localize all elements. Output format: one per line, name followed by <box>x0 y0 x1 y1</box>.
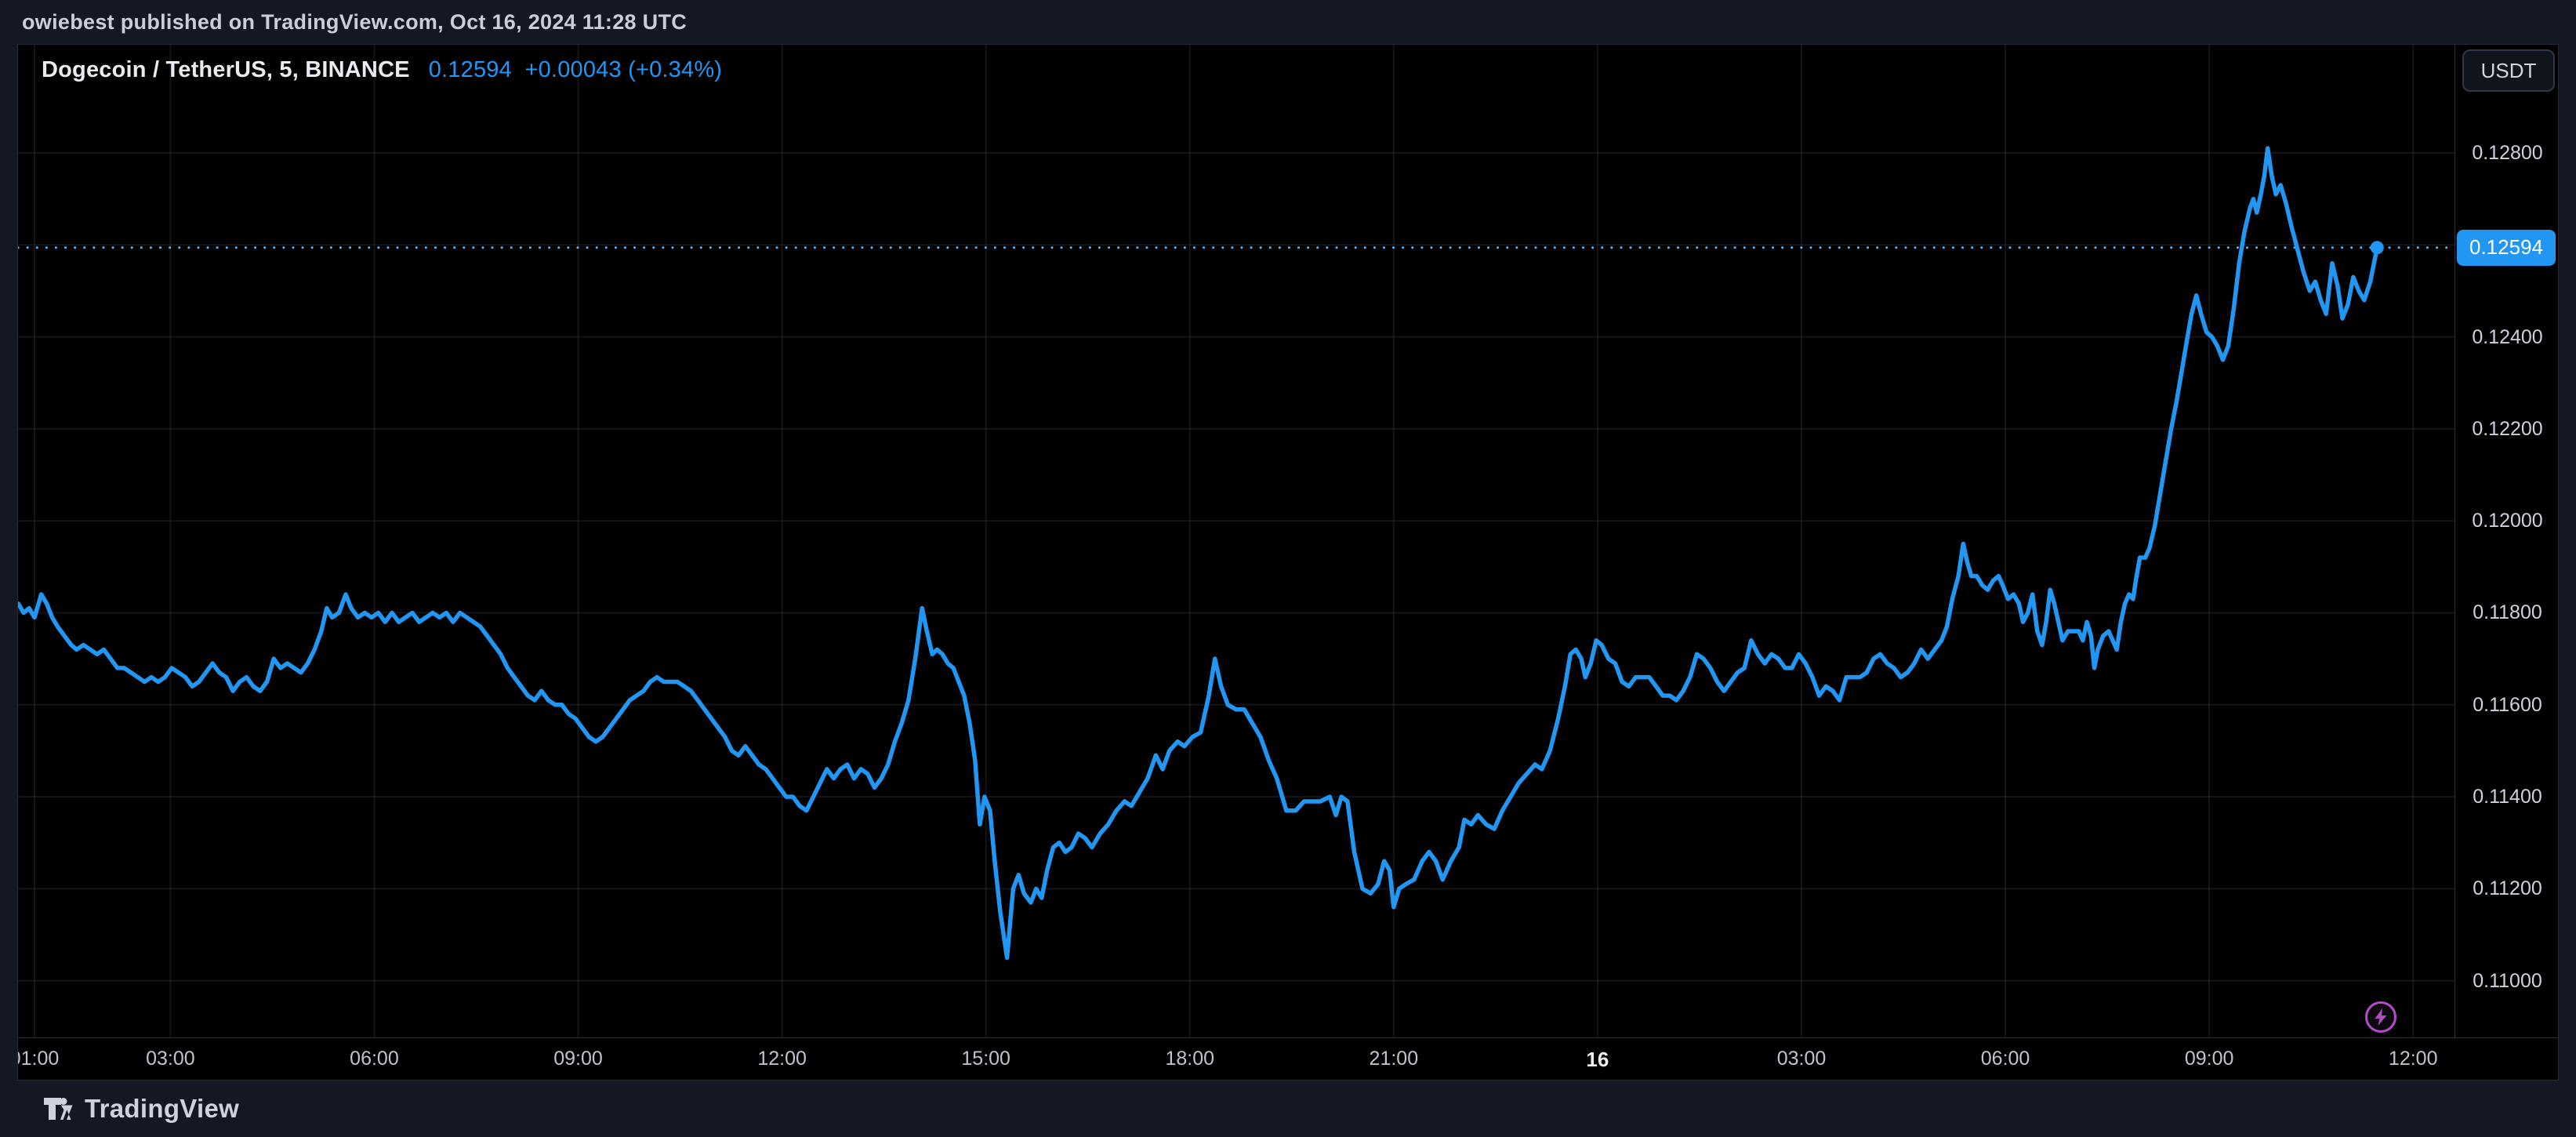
time-axis-label: 03:00 <box>146 1048 195 1070</box>
price-line <box>18 146 2380 961</box>
published-text: owiebest published on TradingView.com, O… <box>22 9 688 34</box>
tradingview-logo-icon[interactable] <box>42 1093 74 1124</box>
time-axis-label: 18:00 <box>1165 1048 1215 1070</box>
price-axis-label: 0.11600 <box>2473 693 2542 716</box>
time-axis-label: 09:00 <box>2184 1048 2234 1070</box>
attribution-bar: owiebest published on TradingView.com, O… <box>0 0 2576 44</box>
time-axis-label: 21:00 <box>1369 1048 1419 1070</box>
time-axis-label: 06:00 <box>1980 1048 2030 1070</box>
price-axis-label: 0.12800 <box>2472 142 2543 164</box>
last-price-and-change: 0.12594 +0.00043 (+0.34%) <box>428 57 723 82</box>
time-axis-label: 12:00 <box>757 1048 807 1070</box>
price-axis-label: 0.12200 <box>2472 417 2543 440</box>
time-axis-label: 12:00 <box>2388 1048 2438 1070</box>
tradingview-wordmark[interactable]: TradingView <box>85 1094 240 1123</box>
time-axis-label: 01:00 <box>18 1048 60 1070</box>
price-axis-label: 0.11400 <box>2473 786 2542 808</box>
time-axis-label: 03:00 <box>1776 1048 1827 1070</box>
footer-bar: TradingView <box>0 1081 2576 1137</box>
price-axis-label: 0.12000 <box>2472 510 2543 532</box>
time-axis-label: 16 <box>1586 1048 1609 1071</box>
time-axis-label: 06:00 <box>350 1048 399 1070</box>
time-axis-label: 09:00 <box>553 1048 603 1070</box>
price-line-chart[interactable] <box>18 45 2454 1037</box>
price-axis[interactable]: USDT 0.12594 0.12800 0.12400 0.12200 0.1200… <box>2454 45 2558 1037</box>
currency-unit-button[interactable]: USDT <box>2462 49 2555 92</box>
last-price-dot <box>2370 241 2384 255</box>
price-axis-label: 0.11800 <box>2473 601 2542 624</box>
price-axis-label: 0.11200 <box>2473 877 2542 900</box>
lightning-icon <box>2365 1001 2396 1033</box>
symbol-title[interactable]: Dogecoin / TetherUS, 5, BINANCE <box>42 57 410 82</box>
flash-boost-button[interactable] <box>2364 1000 2398 1034</box>
time-axis[interactable]: 01:00 03:00 06:00 09:00 12:00 15:00 18:00 21:00… <box>18 1037 2558 1080</box>
time-axis-label: 15:00 <box>961 1048 1010 1070</box>
chart-legend: Dogecoin / TetherUS, 5, BINANCE 0.12594 … <box>42 57 722 83</box>
current-price-tag: 0.12594 <box>2457 229 2556 266</box>
chart-frame: Dogecoin / TetherUS, 5, BINANCE 0.12594 … <box>17 44 2559 1081</box>
price-axis-label: 0.11000 <box>2473 969 2542 992</box>
price-axis-label: 0.12400 <box>2472 325 2543 348</box>
